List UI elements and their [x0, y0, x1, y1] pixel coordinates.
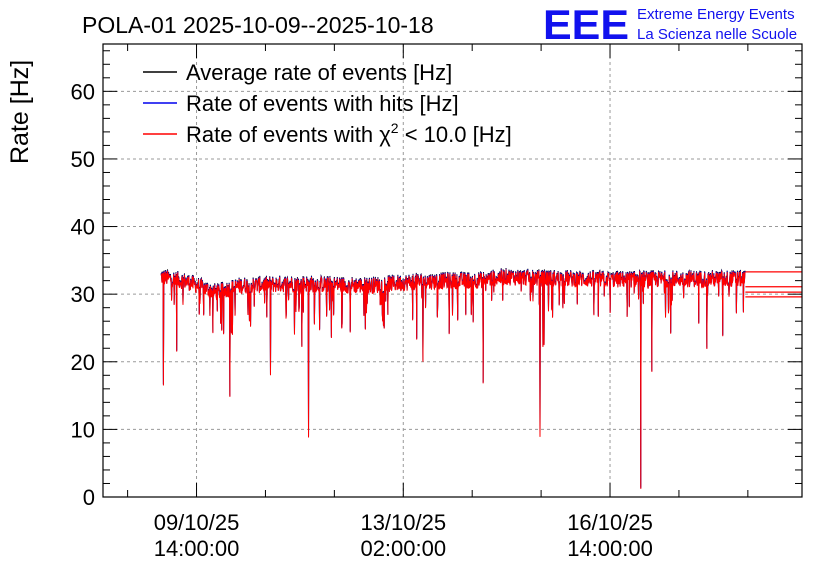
x-tick-label-date: 13/10/25: [360, 510, 446, 535]
legend-label-chi2: Rate of events with χ2 < 10.0 [Hz]: [186, 120, 512, 147]
y-tick-label: 20: [71, 350, 95, 375]
logo-line-1: Extreme Energy Events: [637, 6, 795, 23]
y-tick-label: 40: [71, 215, 95, 240]
legend: Average rate of events [Hz] Rate of even…: [143, 60, 512, 147]
series-chi2-line: [160, 269, 746, 489]
y-tick-label: 50: [71, 147, 95, 172]
x-axis: 09/10/2514:00:0013/10/2502:00:0016/10/25…: [127, 44, 749, 561]
legend-chi2-symbol: χ: [379, 122, 391, 147]
legend-label-average: Average rate of events [Hz]: [186, 60, 452, 85]
x-tick-label-date: 16/10/25: [567, 510, 653, 535]
y-tick-label: 0: [83, 485, 95, 510]
y-axis-label: Rate [Hz]: [6, 60, 34, 164]
plot-frame: [102, 43, 803, 498]
x-tick-label-time: 14:00:00: [567, 536, 653, 561]
series-layer: [160, 268, 802, 489]
legend-label-hits: Rate of events with hits [Hz]: [186, 91, 459, 116]
y-tick-label: 30: [71, 282, 95, 307]
eee-logo: EEE Extreme Energy Events La Scienza nel…: [543, 1, 797, 48]
x-tick-label-time: 14:00:00: [154, 536, 240, 561]
x-tick-label-time: 02:00:00: [360, 536, 446, 561]
logo-line-2: La Scienza nelle Scuole: [637, 26, 797, 43]
y-tick-label: 10: [71, 417, 95, 442]
plot-area-frame: [102, 43, 803, 498]
legend-chi2-superscript: 2: [391, 120, 399, 136]
y-tick-label: 60: [71, 79, 95, 104]
logo-letters: EEE: [543, 1, 629, 48]
y-axis: 0 10 20 30 40 50 60: [71, 50, 802, 510]
legend-chi2-prefix: Rate of events with: [186, 122, 379, 147]
legend-chi2-suffix: < 10.0 [Hz]: [399, 122, 512, 147]
chart-title: POLA-01 2025-10-09--2025-10-18: [82, 12, 434, 38]
x-tick-label-date: 09/10/25: [154, 510, 240, 535]
